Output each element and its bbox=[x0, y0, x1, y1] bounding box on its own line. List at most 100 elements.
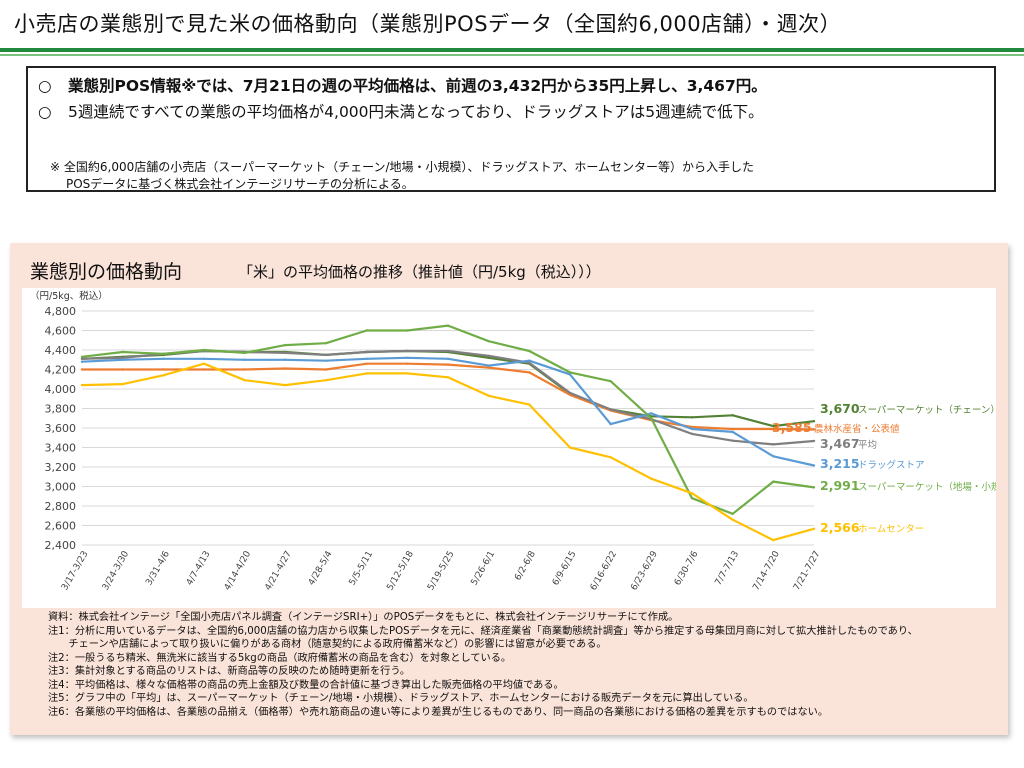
data-point bbox=[284, 383, 287, 387]
data-point bbox=[365, 372, 368, 375]
data-point bbox=[568, 446, 572, 449]
plot-area: （円/5kg、税込） 4,800 4,600 4,400 4,200 4,000 3,800… bbox=[22, 288, 996, 608]
data-point bbox=[650, 417, 653, 420]
series-line bbox=[81, 362, 815, 542]
data-point bbox=[121, 356, 124, 359]
series-end-value: 2,566 bbox=[820, 520, 860, 535]
bullet-1: ○ bbox=[38, 77, 52, 95]
x-tick-label: 5/26-6/1 bbox=[470, 550, 498, 588]
page-title: 小売店の業態別で見た米の価格動向（業態別POSデータ（全国約6,000店舗）・週… bbox=[14, 12, 842, 36]
data-point bbox=[609, 422, 612, 426]
data-point bbox=[568, 391, 572, 395]
bullet-2: ○ bbox=[38, 103, 52, 121]
data-point bbox=[690, 497, 694, 500]
y-tick-label: 2,400 bbox=[45, 539, 77, 552]
data-point bbox=[406, 372, 409, 375]
data-point bbox=[324, 379, 328, 382]
note-5: 注5：グラフ中の「平均」は、スーパーマーケット（チェーン/地場・小規模）、ドラッ… bbox=[48, 693, 754, 704]
data-point bbox=[121, 368, 124, 371]
data-point bbox=[772, 455, 775, 458]
data-point bbox=[650, 412, 653, 415]
series-name-label: ホームセンター bbox=[858, 524, 924, 535]
data-point bbox=[650, 477, 653, 480]
note-2: 注2：一般うるち精米、無洗米に該当する5kgの商品（政府備蓄米の商品を含む）を対… bbox=[48, 652, 512, 664]
data-point bbox=[772, 424, 775, 428]
x-tick-label: 4/14-4/20 bbox=[223, 549, 254, 592]
data-point bbox=[690, 492, 694, 495]
data-point bbox=[487, 366, 490, 369]
y-tick-label: 2,600 bbox=[45, 520, 77, 533]
data-point bbox=[731, 414, 734, 417]
data-point bbox=[324, 359, 328, 362]
x-tick-label: 3/31-4/6 bbox=[144, 549, 172, 587]
data-point bbox=[80, 383, 84, 387]
series-end-value: 3,467 bbox=[820, 436, 860, 451]
y-tick-label: 3,000 bbox=[45, 481, 77, 494]
data-point bbox=[121, 358, 124, 361]
data-point bbox=[812, 464, 816, 467]
data-point bbox=[528, 349, 531, 353]
data-point bbox=[365, 362, 368, 365]
data-point bbox=[162, 374, 165, 377]
y-tick-label: 3,200 bbox=[45, 461, 77, 474]
series-name-label: ドラッグストア bbox=[858, 459, 925, 471]
y-tick-label: 4,800 bbox=[45, 305, 77, 318]
summary-line-2: ○ 5週連続ですべての業態の平均価格が4,000円未満となっており、ドラッグストア… bbox=[38, 100, 764, 122]
data-point bbox=[528, 403, 531, 406]
y-tick-label: 3,800 bbox=[45, 403, 77, 416]
data-point bbox=[772, 443, 775, 446]
data-point bbox=[80, 357, 84, 360]
summary-footnote-1: ※ 全国約6,000店舗の小売店（スーパーマーケット（チェーン/地場・小規模）、… bbox=[50, 160, 754, 174]
data-point bbox=[772, 480, 775, 483]
panel-subtitle: 「米」の平均価格の推移（推計値（円/5kg（税込））） bbox=[238, 263, 601, 281]
series-name-label: スーパーマーケット（チェーン） bbox=[858, 404, 996, 416]
data-point bbox=[528, 361, 531, 364]
series-end-value: 3,670 bbox=[820, 401, 860, 416]
data-point bbox=[446, 349, 450, 353]
data-point bbox=[772, 427, 775, 431]
data-point bbox=[812, 428, 816, 431]
data-point bbox=[812, 439, 816, 443]
series-end-value: 2,991 bbox=[820, 478, 860, 493]
data-point bbox=[80, 368, 84, 371]
series-line bbox=[82, 362, 815, 431]
data-point bbox=[365, 350, 368, 354]
note-6: 注6：各業態の平均価格は、各業態の品揃え（価格帯）や売れ筋商品の違い等により差異… bbox=[48, 706, 829, 718]
series-line bbox=[81, 356, 815, 467]
series-name-label: 農林水産省・公表値 bbox=[814, 423, 900, 435]
data-point bbox=[690, 427, 694, 431]
data-point bbox=[609, 380, 612, 383]
data-point bbox=[731, 512, 734, 515]
x-tick-label: 6/2-6/8 bbox=[513, 549, 538, 582]
data-point bbox=[528, 371, 531, 374]
data-point bbox=[284, 358, 287, 361]
summary-text-1: 業態別POS情報※では、7月21日の週の平均価格は、前週の3,432円から35円… bbox=[68, 77, 767, 95]
x-tick-label: 3/24-3/30 bbox=[101, 549, 132, 592]
title-rule-light bbox=[0, 54, 1024, 56]
data-point bbox=[243, 379, 246, 382]
x-tick-label: 4/21-4/27 bbox=[263, 550, 293, 593]
data-point bbox=[528, 359, 531, 362]
data-point bbox=[690, 416, 694, 419]
data-point bbox=[487, 354, 490, 358]
data-point bbox=[406, 329, 409, 332]
note-1-cont: チェーンや店舗によって取り扱いに偏りがある商材（随意契約による政府備蓄米など）の… bbox=[48, 639, 607, 650]
x-tick-label: 6/16-6/22 bbox=[589, 550, 619, 593]
data-point bbox=[121, 350, 124, 354]
data-point bbox=[324, 368, 328, 371]
data-point bbox=[731, 430, 734, 434]
data-point bbox=[446, 357, 450, 360]
data-point bbox=[487, 364, 490, 367]
data-point bbox=[324, 353, 328, 357]
data-point bbox=[202, 357, 206, 360]
note-4: 注4：平均価格は、様々な価格帯の商品の売上金額及び数量の合計値に基づき算出した販… bbox=[48, 679, 564, 691]
data-point bbox=[731, 518, 734, 521]
data-point bbox=[609, 408, 612, 411]
data-point bbox=[365, 357, 368, 360]
note-1: 注1：分析に用いているデータは、全国約6,000店舗の協力店から収集したPOSデ… bbox=[48, 625, 918, 637]
line-chart: （円/5kg、税込） 4,800 4,600 4,400 4,200 4,000 3,800… bbox=[30, 290, 996, 593]
x-tick-label: 3/17-3/23 bbox=[60, 550, 90, 593]
data-point bbox=[731, 439, 734, 442]
data-point bbox=[284, 351, 287, 355]
y-tick-label: 4,200 bbox=[45, 364, 77, 377]
